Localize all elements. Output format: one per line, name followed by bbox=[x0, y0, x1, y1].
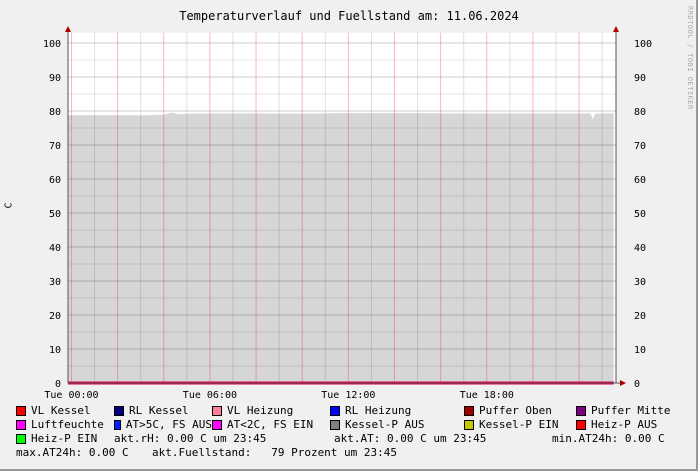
y-tick-label-right: 100 bbox=[634, 39, 652, 50]
y-tick-label-left: 10 bbox=[49, 345, 61, 356]
legend-label: VL Kessel bbox=[31, 404, 91, 417]
y-tick-label-left: 60 bbox=[49, 175, 61, 186]
y-tick-label-left: 0 bbox=[55, 379, 61, 390]
y-tick-label-right: 10 bbox=[634, 345, 646, 356]
legend-label: Heiz-P EIN bbox=[31, 432, 98, 445]
legend-item: Kessel-P EIN bbox=[464, 418, 576, 432]
y-tick-label-right: 40 bbox=[634, 243, 646, 254]
x-tick-label: Tue 18:00 bbox=[460, 390, 514, 400]
x-tick-label: Tue 12:00 bbox=[321, 390, 375, 400]
y-tick-label-left: 80 bbox=[49, 107, 61, 118]
stat-min-at: min.AT24h: 0.00 C bbox=[552, 432, 665, 445]
fuellstand-area bbox=[68, 112, 614, 384]
y-tick-label-right: 30 bbox=[634, 277, 646, 288]
y-axis-arrow-icon bbox=[65, 26, 71, 32]
legend-item: RL Kessel bbox=[114, 404, 212, 418]
legend-item: VL Heizung bbox=[212, 404, 330, 418]
legend-swatch bbox=[464, 406, 474, 416]
y-tick-label-left: 30 bbox=[49, 277, 61, 288]
legend-row: Heiz-P EIN akt.rH: 0.00 C um 23:45 akt.AT:… bbox=[16, 432, 676, 446]
legend-swatch bbox=[114, 420, 121, 430]
y-tick-label-right: 90 bbox=[634, 73, 646, 84]
legend: VL Kessel RL Kessel VL Heizung RL Heizung Pu… bbox=[16, 404, 676, 460]
legend-swatch bbox=[212, 406, 222, 416]
y-tick-label-left: 100 bbox=[43, 39, 61, 50]
legend-label: Puffer Oben bbox=[479, 404, 552, 417]
legend-swatch bbox=[464, 420, 474, 430]
legend-swatch bbox=[330, 420, 340, 430]
legend-item: AT<2C, FS EIN bbox=[212, 418, 330, 432]
legend-item: RL Heizung bbox=[330, 404, 464, 418]
x-tick-label: Tue 06:00 bbox=[183, 390, 237, 400]
chart-title: Temperaturverlauf und Fuellstand am: 11.… bbox=[179, 9, 519, 23]
legend-item: Kessel-P AUS bbox=[330, 418, 464, 432]
y-tick-label-right: 70 bbox=[634, 141, 646, 152]
legend-label: AT>5C, FS AUS bbox=[125, 418, 212, 431]
y-tick-label-left: 90 bbox=[49, 73, 61, 84]
plot-area: 0 0 10 10 20 20 30 30 40 40 50 50 60 60 70 70 80 80 90 90 10… bbox=[43, 26, 652, 400]
legend-item: Heiz-P EIN bbox=[16, 432, 114, 446]
legend-label: Kessel-P AUS bbox=[345, 418, 425, 431]
y-axis-arrow-icon bbox=[613, 26, 619, 32]
legend-swatch bbox=[16, 434, 26, 444]
stat-akt-rh: akt.rH: 0.00 C um 23:45 bbox=[114, 432, 267, 445]
legend-label: Kessel-P EIN bbox=[479, 418, 559, 431]
legend-item: Puffer Mitte bbox=[576, 404, 676, 418]
legend-row: max.AT24h: 0.00 C akt.Fuellstand: 79 Proz… bbox=[16, 446, 676, 460]
y-tick-label-right: 20 bbox=[634, 311, 646, 322]
y-tick-label-left: 70 bbox=[49, 141, 61, 152]
legend-item: Puffer Oben bbox=[464, 404, 576, 418]
x-tick-label: Tue 00:00 bbox=[44, 390, 98, 400]
legend-label: RL Kessel bbox=[129, 404, 189, 417]
legend-swatch bbox=[114, 406, 124, 416]
legend-row: Luftfeuchte AT>5C, FS AUS AT<2C, FS EIN Kes… bbox=[16, 418, 676, 432]
legend-item: Heiz-P AUS bbox=[576, 418, 676, 432]
y-tick-label-right: 80 bbox=[634, 107, 646, 118]
y-tick-label-left: 40 bbox=[49, 243, 61, 254]
legend-label: VL Heizung bbox=[227, 404, 294, 417]
y-tick-label-right: 50 bbox=[634, 209, 646, 220]
watermark: RRDTOOL / TOBI OETIKER bbox=[686, 6, 694, 110]
y-tick-label-right: 0 bbox=[634, 379, 640, 390]
legend-label: AT<2C, FS EIN bbox=[227, 418, 314, 431]
x-axis-arrow-icon bbox=[620, 380, 626, 386]
legend-swatch bbox=[576, 406, 586, 416]
stat-fuellstand: akt.Fuellstand: 79 Prozent um 23:45 bbox=[152, 446, 398, 459]
legend-label: RL Heizung bbox=[345, 404, 412, 417]
legend-swatch bbox=[16, 406, 26, 416]
stat-max-at: max.AT24h: 0.00 C bbox=[16, 446, 129, 459]
legend-swatch bbox=[576, 420, 586, 430]
legend-swatch bbox=[330, 406, 340, 416]
legend-row: VL Kessel RL Kessel VL Heizung RL Heizung Pu… bbox=[16, 404, 676, 418]
legend-label: Luftfeuchte bbox=[31, 418, 104, 431]
stat-akt-at: akt.AT: 0.00 C um 23:45 bbox=[334, 432, 487, 445]
legend-item: VL Kessel bbox=[16, 404, 114, 418]
y-tick-label-right: 60 bbox=[634, 175, 646, 186]
legend-label: Puffer Mitte bbox=[591, 404, 671, 417]
y-tick-label-left: 50 bbox=[49, 209, 61, 220]
y-tick-label-left: 20 bbox=[49, 311, 61, 322]
legend-item: AT>5C, FS AUS bbox=[114, 418, 212, 432]
legend-swatch bbox=[16, 420, 26, 430]
legend-swatch bbox=[212, 420, 222, 430]
legend-label: Heiz-P AUS bbox=[591, 418, 658, 431]
legend-item: Luftfeuchte bbox=[16, 418, 114, 432]
